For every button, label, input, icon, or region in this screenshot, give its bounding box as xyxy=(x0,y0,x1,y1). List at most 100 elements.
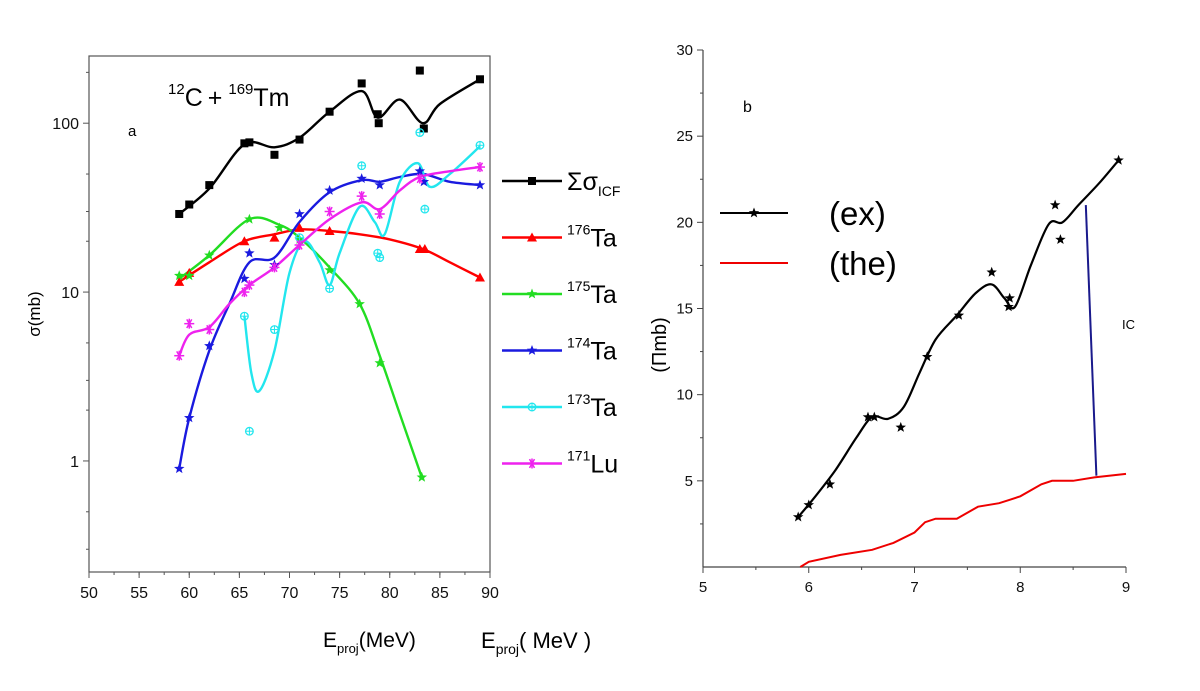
point-sum_icf xyxy=(374,119,383,128)
point-ex xyxy=(1055,234,1066,244)
panel-a-x-tick-label: 90 xyxy=(481,585,499,602)
panel-a-plot-frame xyxy=(88,55,491,573)
point-lu171 xyxy=(414,173,425,184)
legend-item-lu171: 171Lu xyxy=(502,448,618,479)
point-sum_icf xyxy=(419,124,428,133)
point-lu171 xyxy=(294,240,305,251)
point-sum_icf xyxy=(475,75,484,84)
point-lu171 xyxy=(356,191,367,202)
panel-a-x-tick-label: 55 xyxy=(130,585,148,602)
legend-item-ta175: 175Ta xyxy=(502,278,617,309)
panel-a-y-tick-label: 10 xyxy=(61,285,79,302)
point-sum_icf xyxy=(325,107,334,116)
point-sum_icf xyxy=(185,200,194,209)
point-ta174 xyxy=(244,247,255,258)
point-lu171 xyxy=(244,280,255,291)
reaction-annotation: 12C +169Tm xyxy=(168,81,290,112)
curve-the xyxy=(799,472,1127,568)
panel-a-x-tick-label: 75 xyxy=(331,585,349,602)
point-ta174 xyxy=(239,273,250,284)
point-ex xyxy=(792,511,804,522)
legend-marker-ta175 xyxy=(526,288,538,299)
panel-b-x-tick-label: 7 xyxy=(910,579,918,596)
panel-b-y-tick-label: 25 xyxy=(676,128,693,145)
legend-marker-sum_icf xyxy=(528,177,536,185)
panel-b-x-tick-label: 9 xyxy=(1122,579,1130,596)
panel-b-x-axis-label: Eproj( MeV ) xyxy=(481,628,591,657)
point-ta173 xyxy=(244,426,254,436)
point-ex xyxy=(1113,154,1124,165)
point-ta174 xyxy=(414,165,426,176)
point-ta174 xyxy=(474,179,486,190)
point-sum_icf xyxy=(240,139,249,148)
point-ex xyxy=(922,351,933,362)
point-lu171 xyxy=(184,318,195,329)
panel-b-x-label-sub: proj xyxy=(496,641,519,657)
point-ta173 xyxy=(475,140,485,150)
point-lu171 xyxy=(204,324,215,335)
legend-label-the: (the) xyxy=(829,245,897,282)
legend-marker-lu171 xyxy=(527,458,537,469)
panel-b-y-axis-label: (Πmb) xyxy=(649,317,671,373)
panel-a-x-tick-label: 65 xyxy=(230,585,248,602)
point-ta174 xyxy=(418,176,430,187)
panel-b-y-tick-label: 15 xyxy=(676,301,693,318)
point-sum_icf xyxy=(205,181,214,190)
legend-item-ta173: 173Ta xyxy=(502,391,617,422)
panel-b-label: b xyxy=(743,99,752,116)
point-ta175 xyxy=(354,298,365,309)
reaction-c: C xyxy=(185,84,203,112)
panel-b-legend: (ex) (the) xyxy=(720,195,897,282)
panel-a-x-label-sub: proj xyxy=(337,641,359,656)
panel-a-legend: ΣσICF 176Ta 175Ta 174Ta 173Ta 171Lu xyxy=(502,168,620,479)
panel-a-x-axis-label: Eproj(MeV) xyxy=(323,629,416,656)
point-ex xyxy=(803,499,814,510)
point-ta175 xyxy=(416,471,428,482)
legend-item-sum_icf: ΣσICF xyxy=(502,168,620,199)
panel-a-y-axis-label: σ(mb) xyxy=(25,291,44,336)
point-sum_icf xyxy=(373,110,382,119)
point-ta174 xyxy=(374,179,385,190)
legend-label-ex: (ex) xyxy=(829,195,886,232)
panel-a-x-tick-label: 60 xyxy=(180,585,198,602)
point-ta174 xyxy=(204,340,215,351)
point-sum_icf xyxy=(295,135,304,144)
point-ta173 xyxy=(270,325,279,334)
curve-ex xyxy=(797,159,1120,518)
curve-ta173 xyxy=(243,145,481,393)
panel-b-y-tick-label: 30 xyxy=(676,42,693,59)
point-ta176 xyxy=(239,236,250,246)
panel-b-ticks: 5 6 7 8 9 5 10 15 20 25 30 xyxy=(676,42,1130,596)
legend-item-the: (the) xyxy=(720,245,897,282)
point-sum_icf xyxy=(175,209,184,218)
point-ta173 xyxy=(325,284,335,293)
point-ex xyxy=(869,411,880,422)
point-lu171 xyxy=(374,208,385,219)
panel-a-markers xyxy=(174,66,486,482)
panel-a-label: a xyxy=(128,123,137,140)
legend-marker-ex xyxy=(748,207,760,218)
panel-b-curves xyxy=(797,159,1127,568)
legend-label-ta176: 176Ta xyxy=(567,222,617,253)
point-ta173 xyxy=(375,253,385,263)
point-ta174 xyxy=(324,184,335,195)
point-ta176 xyxy=(174,276,185,286)
curve-ta176 xyxy=(178,228,481,283)
legend-item-ta176: 176Ta xyxy=(502,222,617,253)
panel-b-x-label-rest: ( MeV ) xyxy=(519,628,591,653)
point-ta175 xyxy=(244,213,255,224)
point-ta173 xyxy=(420,204,430,214)
point-ex xyxy=(1003,301,1014,312)
point-ta173 xyxy=(415,128,425,138)
panel-a-x-label-rest: (MeV) xyxy=(359,629,416,652)
reaction-mass-c: 12 xyxy=(168,81,185,98)
legend-marker-ta176 xyxy=(527,232,537,242)
legend-label-lu171: 171Lu xyxy=(567,448,618,479)
panel-a-y-tick-label: 100 xyxy=(52,116,79,133)
point-ex xyxy=(895,421,906,432)
legend-item-ex: (ex) xyxy=(720,195,886,232)
point-ex xyxy=(986,266,997,277)
point-lu171 xyxy=(239,287,250,298)
ic-annotation: IC xyxy=(1122,317,1135,332)
point-sum_icf xyxy=(357,79,366,88)
